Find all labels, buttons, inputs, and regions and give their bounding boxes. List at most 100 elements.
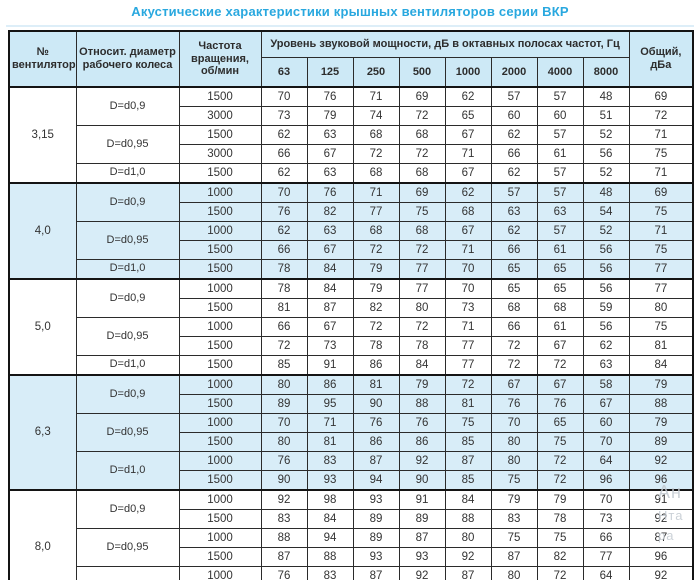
- rpm-cell: 1000: [178, 413, 262, 433]
- level-cell-500: 72: [398, 106, 446, 126]
- acoustic-table-wrapper: № вентилятора Относит. диаметр рабочего …: [8, 30, 695, 580]
- level-cell-125: 81: [306, 432, 354, 452]
- page-title: Акустические характеристики крышных вент…: [131, 4, 569, 19]
- level-cell-4000: 57: [536, 86, 584, 107]
- level-cell-250: 79: [352, 259, 400, 280]
- level-cell-2000: 66: [490, 240, 538, 260]
- level-cell-63: 70: [260, 86, 308, 107]
- level-cell-1000: 84: [444, 489, 492, 510]
- level-cell-1000: 81: [444, 394, 492, 414]
- table-row: D=d0,95 1000 66 67 72 72 71 66 61 56 75: [9, 317, 694, 356]
- level-cell-8000: 51: [582, 106, 630, 126]
- rpm-cell: 1000: [178, 221, 262, 241]
- level-cell-250: 87: [352, 451, 400, 471]
- level-cell-500: 92: [398, 566, 446, 580]
- total-level-cell: 92: [628, 509, 694, 529]
- level-cell-1000: 68: [444, 202, 492, 222]
- acoustic-table: № вентилятора Относит. диаметр рабочего …: [8, 30, 695, 580]
- level-cell-1000: 71: [444, 317, 492, 337]
- level-cell-4000: 57: [536, 182, 584, 203]
- rpm-cell: 3000: [178, 106, 262, 126]
- level-cell-500: 92: [398, 451, 446, 471]
- rpm-cell: 1500: [178, 298, 262, 318]
- level-cell-250: 93: [352, 547, 400, 567]
- level-cell-250: 77: [352, 202, 400, 222]
- level-cell-500: 84: [398, 355, 446, 376]
- level-cell-2000: 87: [490, 547, 538, 567]
- level-cell-4000: 76: [536, 394, 584, 414]
- level-cell-1000: 73: [444, 298, 492, 318]
- level-cell-125: 73: [306, 336, 354, 356]
- total-level-cell: 75: [628, 202, 694, 222]
- total-level-cell: 72: [628, 106, 694, 126]
- level-cell-2000: 63: [490, 202, 538, 222]
- level-cell-2000: 76: [490, 394, 538, 414]
- level-cell-63: 73: [260, 106, 308, 126]
- diameter-cell: D=d0,9: [75, 278, 180, 318]
- rpm-cell: 1500: [178, 202, 262, 222]
- level-cell-1000: 80: [444, 528, 492, 548]
- level-cell-8000: 62: [582, 336, 630, 356]
- level-cell-8000: 52: [582, 125, 630, 145]
- level-cell-125: 67: [306, 144, 354, 164]
- header-rotation-freq: Частота вращения, об/мин: [178, 30, 262, 88]
- level-cell-250: 82: [352, 298, 400, 318]
- table-row: 1500 80 81 86 86 85 80 75 70 89: [9, 432, 694, 452]
- header-rel-diameter: Относит. диаметр рабочего колеса: [75, 30, 180, 88]
- level-cell-1000: 85: [444, 432, 492, 452]
- level-cell-2000: 75: [490, 470, 538, 491]
- diameter-cell: D=d0,9: [75, 86, 180, 126]
- level-cell-500: 77: [398, 278, 446, 299]
- level-cell-250: 89: [352, 528, 400, 548]
- level-cell-1000: 92: [444, 547, 492, 567]
- level-cell-4000: 68: [536, 298, 584, 318]
- header-frequency-2000: 2000: [490, 57, 538, 88]
- total-level-cell: 75: [628, 240, 694, 260]
- level-cell-250: 86: [352, 355, 400, 376]
- rpm-cell: 3000: [178, 144, 262, 164]
- level-cell-125: 88: [306, 547, 354, 567]
- level-cell-500: 76: [398, 413, 446, 433]
- diameter-cell: D=d0,95: [75, 317, 180, 356]
- table-row: 3000 73 79 74 72 65 60 60 51 72: [9, 106, 694, 126]
- diameter-cell: D=d1,0: [75, 163, 180, 184]
- level-cell-250: 94: [352, 470, 400, 491]
- level-cell-2000: 70: [490, 413, 538, 433]
- level-cell-1000: 85: [444, 470, 492, 491]
- level-cell-63: 66: [260, 240, 308, 260]
- level-cell-500: 90: [398, 470, 446, 491]
- level-cell-1000: 67: [444, 163, 492, 184]
- table-row: 1500 89 95 90 88 81 76 76 67 88: [9, 394, 694, 414]
- level-cell-125: 84: [306, 278, 354, 299]
- level-cell-8000: 56: [582, 240, 630, 260]
- level-cell-250: 81: [352, 374, 400, 395]
- diameter-cell: D=d0,95: [75, 221, 180, 260]
- table-row: 1500 81 87 82 80 73 68 68 59 80: [9, 298, 694, 318]
- table-row: 1500 72 73 78 78 77 72 67 62 81: [9, 336, 694, 356]
- table-row: 8,0 D=d0,9 1000 92 98 93 91 84 79 79 70 91: [8, 489, 694, 580]
- level-cell-8000: 48: [582, 182, 630, 203]
- rpm-cell: 1500: [178, 470, 262, 491]
- diameter-cell: D=d1,0: [75, 566, 180, 580]
- table-row: D=d1,0 1500 62 63 68 68 67 62 57 52 71: [9, 163, 694, 184]
- table-row: D=d1,0 1500 85 91 86 84 77 72 72 63 84: [9, 355, 694, 376]
- level-cell-63: 62: [260, 221, 308, 241]
- level-cell-250: 89: [352, 509, 400, 529]
- total-level-cell: 96: [628, 470, 694, 491]
- level-cell-125: 98: [306, 489, 354, 510]
- diameter-cell: D=d1,0: [75, 259, 180, 280]
- level-cell-125: 84: [306, 259, 354, 280]
- level-cell-2000: 57: [490, 86, 538, 107]
- rpm-cell: 1000: [178, 566, 262, 580]
- level-cell-125: 83: [306, 451, 354, 471]
- level-cell-250: 78: [352, 336, 400, 356]
- table-row: D=d1,0 1500 78 84 79 77 70 65 65 56 77: [9, 259, 694, 280]
- level-cell-250: 68: [352, 163, 400, 184]
- level-cell-125: 63: [306, 163, 354, 184]
- level-cell-8000: 70: [582, 432, 630, 452]
- rpm-cell: 1500: [178, 86, 262, 107]
- header-frequency-500: 500: [398, 57, 446, 88]
- level-cell-500: 69: [398, 86, 446, 107]
